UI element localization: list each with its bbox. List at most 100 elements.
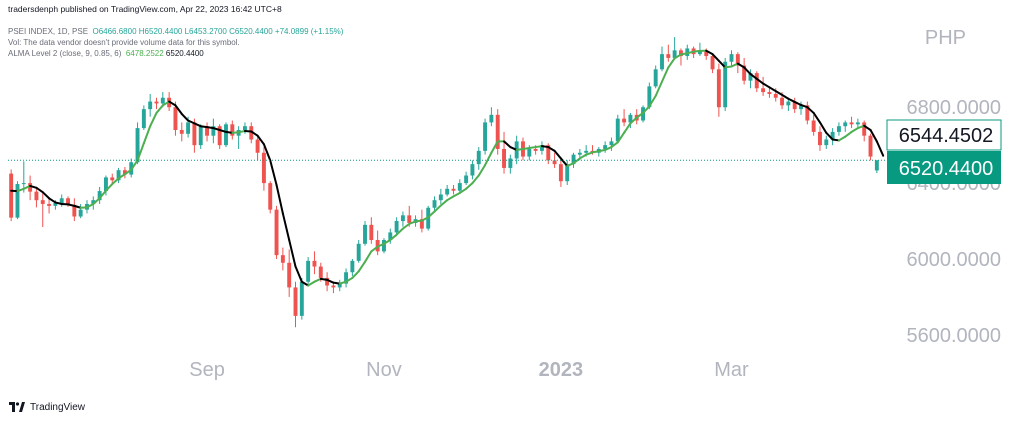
candle-body <box>616 119 620 142</box>
alma-segment <box>820 122 826 132</box>
alma-legend[interactable]: ALMA Level 2 (close, 9, 0.85, 6) 6478.25… <box>8 49 204 59</box>
candle-body <box>224 124 228 145</box>
candle-body <box>767 92 771 94</box>
candle-body <box>774 94 778 98</box>
alma-segment <box>441 200 447 205</box>
candle-body <box>812 121 816 132</box>
candle-body <box>110 177 114 180</box>
candle-body <box>534 149 538 151</box>
candle-body <box>730 54 734 62</box>
alma-segment <box>403 224 409 229</box>
candle <box>256 136 260 161</box>
candle <box>508 155 512 174</box>
candle <box>805 102 809 125</box>
candle <box>679 48 683 65</box>
candle <box>730 50 734 65</box>
change-value: +74.0899 (+1.15%) <box>275 27 344 36</box>
candle <box>464 172 468 185</box>
candle <box>224 122 228 147</box>
candle <box>717 64 721 117</box>
tradingview-brand[interactable]: TradingView <box>9 400 85 414</box>
alma-segment <box>150 113 156 126</box>
candle-body <box>824 139 828 145</box>
alma-segment <box>270 160 276 185</box>
alma-segment <box>839 137 845 141</box>
candle <box>268 181 272 213</box>
candle <box>344 268 348 287</box>
candle <box>281 248 285 271</box>
candle-body <box>16 184 20 218</box>
candle-body <box>306 261 310 282</box>
candle-body <box>395 221 399 232</box>
alma-segment <box>852 128 858 132</box>
candle <box>540 141 544 154</box>
candle <box>470 160 474 179</box>
candle <box>376 231 380 256</box>
candle <box>211 119 215 144</box>
alma-price-tag-label: 6544.4502 <box>899 125 994 147</box>
candle <box>306 257 310 285</box>
alma-segment <box>296 267 302 282</box>
candle-body <box>331 286 335 288</box>
alma-value-1: 6478.2522 <box>126 49 164 58</box>
candle-body <box>780 98 784 106</box>
alma-segment <box>289 240 295 267</box>
candle-body <box>502 149 506 168</box>
candle <box>237 126 241 149</box>
y-tick-label: 6000.0000 <box>906 249 1001 271</box>
candle-body <box>654 69 658 86</box>
candle <box>698 43 702 56</box>
alma-segment <box>359 262 365 271</box>
candle <box>445 185 449 196</box>
candle-body <box>723 62 727 108</box>
alma-segment <box>182 114 188 121</box>
candle <box>622 109 626 126</box>
candle-body <box>527 149 531 157</box>
candle <box>812 115 816 136</box>
candle <box>262 147 266 191</box>
candle-body <box>508 158 512 167</box>
candle-body <box>382 240 386 251</box>
candle-body <box>313 261 317 267</box>
candle-body <box>268 183 272 210</box>
low-value: L6453.2700 <box>185 27 227 36</box>
candle-body <box>837 126 841 132</box>
candle-body <box>464 176 468 184</box>
candle-body <box>452 189 456 191</box>
candle <box>363 221 367 246</box>
candle <box>869 134 873 161</box>
candle-body <box>843 122 847 126</box>
candle <box>824 136 828 149</box>
candlestick-series <box>9 37 879 327</box>
candle <box>496 109 500 155</box>
candle-body <box>622 119 626 123</box>
candle-body <box>281 255 285 263</box>
candle <box>72 198 76 221</box>
candle <box>357 240 361 263</box>
candle-body <box>470 164 474 175</box>
candle <box>142 105 146 130</box>
volume-legend[interactable]: Vol: The data vendor doesn't provide vol… <box>8 38 240 48</box>
candle-body <box>41 200 45 204</box>
candle <box>325 272 329 291</box>
candle <box>489 107 493 126</box>
candle <box>230 121 234 140</box>
candle-body <box>717 69 721 107</box>
candle <box>79 204 83 218</box>
y-tick-label: 5600.0000 <box>906 325 1001 347</box>
candle <box>850 117 854 128</box>
candle <box>369 217 373 244</box>
candle <box>205 122 209 141</box>
candle-body <box>287 263 291 288</box>
candle <box>837 122 841 135</box>
candle-body <box>875 160 879 170</box>
candle <box>666 45 670 62</box>
candle <box>350 259 354 276</box>
candle-body <box>142 109 146 128</box>
candle <box>452 185 456 194</box>
alma-segment <box>662 67 668 81</box>
symbol-legend[interactable]: PSEI INDEX, 1D, PSE O6466.6800 H6520.440… <box>8 27 343 37</box>
candle <box>761 77 765 96</box>
